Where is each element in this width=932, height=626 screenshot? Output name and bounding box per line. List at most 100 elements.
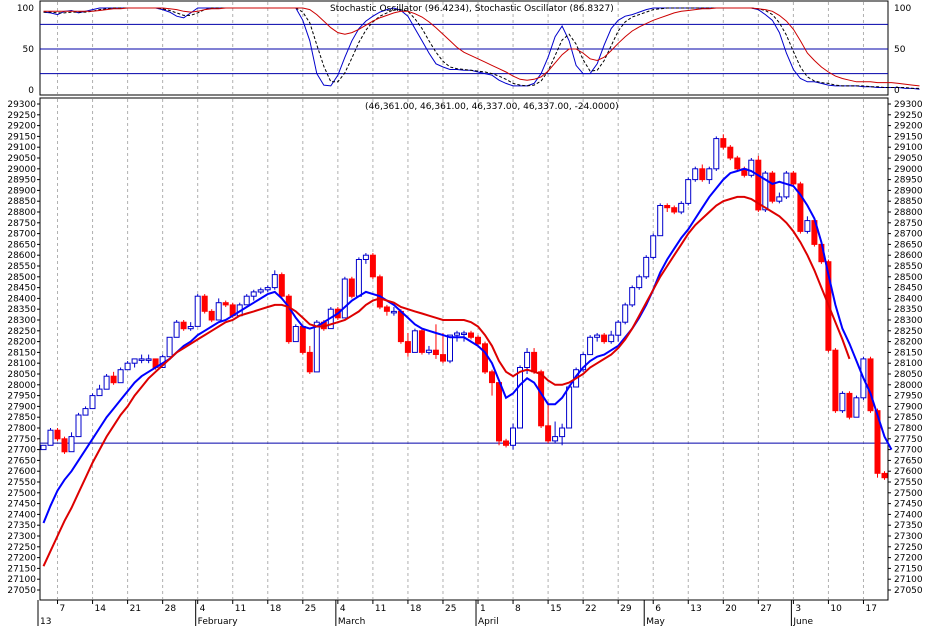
y-tick-label-right: 29200 (894, 122, 923, 132)
y-tick-label-right: 28750 (894, 219, 923, 229)
osc-y-tick-label-left: 50 (23, 45, 35, 55)
y-tick-label-left: 29100 (7, 143, 36, 153)
candle-up (524, 351, 531, 368)
candle-up (68, 436, 75, 453)
candle-up (40, 444, 47, 451)
x-tick-label: 29 (620, 604, 632, 614)
y-tick-label-left: 27900 (7, 402, 36, 412)
y-tick-label-right: 27300 (894, 532, 923, 542)
candle-down (545, 425, 552, 442)
candle-up (594, 334, 601, 338)
x-tick-label: 8 (515, 604, 521, 614)
candle-up (643, 256, 650, 278)
x-tick-label: 4 (340, 604, 346, 614)
candle-down (881, 472, 888, 479)
candle-up (194, 295, 201, 327)
candle-up (629, 287, 636, 306)
oscillator-frame (39, 0, 889, 96)
candle-up (264, 287, 271, 291)
y-tick-label-right: 27750 (894, 435, 923, 445)
y-tick-label-right: 29250 (894, 111, 923, 121)
osc-series-line (43, 7, 920, 87)
x-tick-label: 27 (760, 604, 771, 614)
candle-up (636, 276, 643, 289)
month-label: March (338, 617, 365, 626)
osc-y-tick-label-left: 100 (17, 4, 34, 14)
y-tick-label-left: 29150 (7, 132, 36, 142)
candle-up (47, 429, 54, 446)
y-tick-label-right: 27550 (894, 478, 923, 488)
y-tick-label-left: 28350 (7, 305, 36, 315)
y-tick-label-left: 29050 (7, 154, 36, 164)
y-tick-label-left: 27700 (7, 446, 36, 456)
candle-up (657, 205, 664, 237)
candle-up (187, 326, 194, 330)
y-tick-label-right: 28150 (894, 348, 923, 358)
x-tick-label: 25 (445, 604, 456, 614)
y-tick-label-left: 27100 (7, 575, 36, 585)
y-tick-label-right: 27150 (894, 564, 923, 574)
y-tick-label-right: 29000 (894, 165, 923, 175)
moving-average-line (42, 195, 851, 567)
y-tick-label-left: 29300 (7, 100, 36, 110)
candle-down (769, 172, 776, 202)
x-tick-label: 3 (795, 604, 801, 614)
candle-up (510, 427, 516, 446)
y-tick-label-right: 27950 (894, 392, 923, 402)
month-label: February (198, 617, 239, 626)
y-tick-label-left: 27650 (7, 456, 36, 466)
candle-up (124, 362, 131, 371)
y-tick-label-right: 28600 (894, 251, 923, 261)
candle-down (440, 354, 446, 362)
candle-down (299, 326, 306, 353)
candle-down (404, 341, 411, 353)
y-tick-label-left: 28750 (7, 219, 36, 229)
candle-up (692, 168, 699, 181)
osc-series-line (43, 7, 920, 89)
x-tick-label: 14 (95, 604, 107, 614)
x-tick-label: 17 (865, 604, 876, 614)
y-tick-label-right: 27900 (894, 402, 923, 412)
y-tick-label-left: 28650 (7, 240, 36, 250)
y-tick-label-left: 27800 (7, 424, 36, 434)
y-tick-label-left: 27850 (7, 413, 36, 423)
candle-down (397, 310, 404, 343)
osc-y-tick-label-right: 50 (894, 45, 906, 55)
y-tick-label-left: 28700 (7, 230, 36, 240)
y-tick-label-right: 28800 (894, 208, 923, 218)
candle-up (587, 336, 594, 356)
y-tick-label-right: 29300 (894, 100, 923, 110)
candle-up (173, 321, 180, 338)
moving-average-line (42, 167, 893, 524)
y-tick-label-left: 27050 (7, 586, 36, 596)
candle-down (790, 172, 797, 185)
x-tick-label: 7 (60, 604, 66, 614)
candle-up (313, 321, 320, 373)
candle-up (461, 332, 467, 335)
y-tick-label-left: 27150 (7, 564, 36, 574)
candle-down (734, 157, 741, 170)
y-tick-label-left: 29000 (7, 165, 36, 175)
x-tick-label: 15 (550, 604, 561, 614)
y-tick-label-left: 28000 (7, 381, 36, 391)
osc-y-tick-label-right: 0 (894, 86, 900, 96)
candle-down (482, 343, 488, 373)
x-tick-label: 10 (830, 604, 842, 614)
candle-down (201, 295, 208, 312)
candle-up (292, 326, 299, 343)
candle-down (54, 429, 61, 440)
y-tick-label-left: 27950 (7, 392, 36, 402)
y-tick-label-right: 27200 (894, 554, 923, 564)
candle-down (755, 159, 762, 211)
y-tick-label-left: 28250 (7, 327, 36, 337)
candle-down (110, 375, 117, 384)
y-tick-label-right: 28950 (894, 176, 923, 186)
oscillator-title: Stochastic Oscillator (96.4234), Stochas… (330, 4, 614, 14)
candle-up (608, 334, 615, 343)
y-tick-label-left: 27250 (7, 543, 36, 553)
candle-up (713, 138, 720, 170)
x-tick-label: 20 (725, 604, 737, 614)
y-tick-label-left: 27300 (7, 532, 36, 542)
y-tick-label-left: 27200 (7, 554, 36, 564)
